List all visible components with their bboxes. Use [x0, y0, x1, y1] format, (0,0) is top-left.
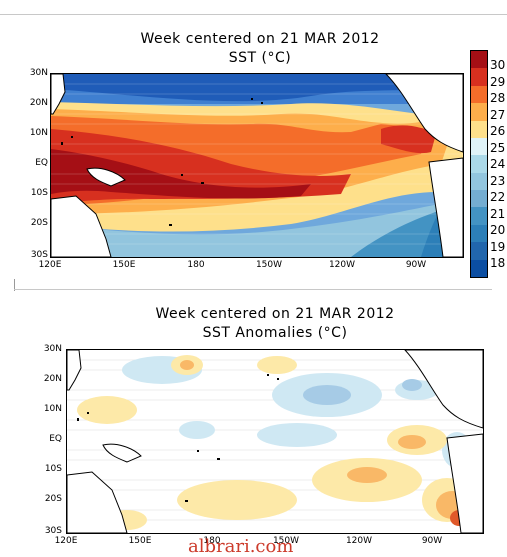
anomaly-lat-label: 10N: [43, 404, 62, 414]
sst-map-canvas: [51, 74, 463, 257]
anomaly-lat-label: 20S: [44, 494, 62, 504]
colorbar-label: 27: [490, 107, 506, 122]
anomaly-lon-label: 90W: [421, 536, 443, 546]
sst-colorbar: [470, 50, 488, 278]
anomaly-lat-label: 10S: [44, 464, 62, 474]
sst-lon-label: 150E: [112, 260, 136, 270]
anomaly-lon-label: 120W: [345, 536, 373, 546]
colorbar-label: 29: [490, 74, 506, 89]
colorbar-segment: [471, 103, 487, 122]
anomaly-lat-label: 30N: [43, 344, 62, 354]
anomaly-lon-label: 150E: [128, 536, 152, 546]
sst-lat-label: 20S: [30, 218, 48, 228]
sst-lon-label: 150W: [255, 260, 283, 270]
colorbar-segment: [471, 207, 487, 226]
sst-lat-label: 10N: [29, 128, 48, 138]
sst-lon-label: 120E: [38, 260, 62, 270]
sst-lat-label: 30S: [30, 250, 48, 260]
anomaly-lat-label: 20N: [43, 374, 62, 384]
sst-lat-label: 20N: [29, 98, 48, 108]
sst-map: [50, 73, 464, 258]
colorbar-label: 23: [490, 173, 506, 188]
anomaly-title-line2: SST Anomalies (°C): [202, 325, 348, 341]
colorbar-segment: [471, 51, 487, 69]
colorbar-segment: [471, 120, 487, 139]
colorbar-segment: [471, 68, 487, 87]
colorbar-label: 21: [490, 206, 506, 221]
colorbar-segment: [471, 155, 487, 174]
anomaly-panel-title: Week centered on 21 MAR 2012 SST Anomali…: [140, 305, 410, 343]
panel-divider: [14, 289, 492, 290]
watermark-text: albrari.com: [188, 536, 294, 557]
anomaly-lon-label: 150W: [272, 536, 300, 546]
sst-lon-label: 180: [187, 260, 205, 270]
colorbar-label: 25: [490, 140, 506, 155]
colorbar-label: 18: [490, 256, 506, 270]
colorbar-segment: [471, 242, 487, 261]
sst-title-line1: Week centered on 21 MAR 2012: [140, 31, 380, 47]
sst-lat-label: EQ: [35, 158, 48, 168]
colorbar-segment: [471, 259, 487, 278]
colorbar-label: 28: [490, 91, 506, 105]
sst-lat-label: 30N: [29, 68, 48, 78]
top-divider: [0, 14, 507, 15]
panel-divider-tick: [14, 279, 15, 291]
anomaly-lon-label: 180: [203, 536, 221, 546]
colorbar-label: 20: [490, 223, 506, 237]
colorbar-label: 26: [490, 124, 506, 138]
sst-lon-label: 90W: [405, 260, 427, 270]
anomaly-map: [66, 349, 484, 534]
colorbar-segment: [471, 85, 487, 104]
colorbar-segment: [471, 137, 487, 156]
colorbar-segment: [471, 190, 487, 208]
anomaly-map-canvas: [67, 350, 483, 533]
colorbar-label: 30: [490, 58, 506, 72]
colorbar-label: 22: [490, 190, 506, 204]
colorbar-segment: [471, 172, 487, 191]
sst-lat-label: 10S: [30, 188, 48, 198]
colorbar-label: 19: [490, 239, 506, 254]
colorbar-segment: [471, 224, 487, 243]
anomaly-title-line1: Week centered on 21 MAR 2012: [155, 306, 395, 322]
sst-lon-label: 120W: [328, 260, 356, 270]
sst-title-line2: SST (°C): [228, 50, 292, 66]
anomaly-lat-label: 30S: [44, 526, 62, 536]
sst-panel-title: Week centered on 21 MAR 2012 SST (°C): [130, 30, 390, 68]
anomaly-lat-label: EQ: [49, 434, 62, 444]
colorbar-label: 24: [490, 157, 506, 171]
anomaly-lon-label: 120E: [54, 536, 78, 546]
